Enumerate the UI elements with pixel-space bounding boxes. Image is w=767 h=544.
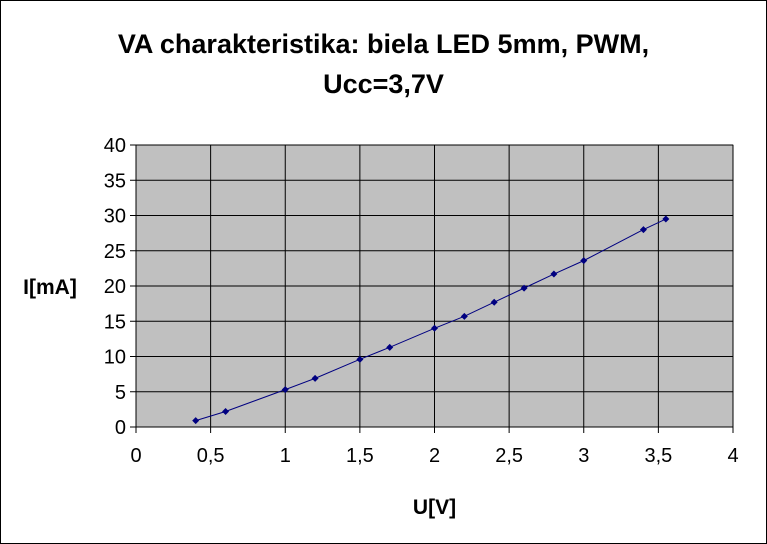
axes: [130, 144, 734, 433]
y-axis-label: I[mA]: [23, 276, 77, 299]
x-tick-labels: 0 0,5 1 1,5 2 2,5 3 3,5 4: [130, 445, 738, 467]
grid-lines: [136, 144, 734, 427]
x-tick-label: 1,5: [346, 445, 374, 467]
data-point: [281, 386, 289, 394]
x-tick-label: 4: [727, 445, 738, 467]
data-point: [520, 284, 528, 292]
data-point: [356, 355, 364, 363]
x-tick-label: 3,5: [644, 445, 672, 467]
y-tick-labels: 0 5 10 15 20 25 30 35 40: [104, 135, 126, 439]
data-point: [662, 215, 670, 223]
y-tick-label: 5: [115, 382, 126, 404]
y-tick-label: 15: [104, 311, 126, 333]
y-tick-label: 10: [104, 347, 126, 369]
y-tick-label: 25: [104, 241, 126, 263]
data-point: [431, 324, 438, 332]
y-tick-label: 30: [104, 206, 126, 228]
data-point: [192, 417, 200, 425]
x-tick-label: 2: [429, 445, 440, 467]
y-tick-label: 0: [115, 417, 126, 439]
y-tick-label: 20: [104, 276, 126, 298]
y-tick-label: 35: [104, 170, 126, 192]
y-tick-label: 40: [104, 135, 126, 157]
x-tick-label: 1: [280, 445, 291, 467]
data-point: [222, 407, 230, 415]
x-tick-label: 0: [130, 445, 141, 467]
x-tick-label: 2,5: [495, 445, 523, 467]
chart-title-line2: Ucc=3,7V: [323, 69, 444, 99]
x-tick-label: 3: [578, 445, 589, 467]
series-line: [195, 218, 667, 422]
data-point: [580, 257, 588, 265]
chart-title-line1: VA charakteristika: biela LED 5mm, PWM,: [117, 29, 650, 59]
data-point: [311, 374, 319, 382]
chart-title: VA charakteristika: biela LED 5mm, PWM, …: [0, 24, 767, 104]
data-series: [192, 215, 670, 425]
data-point: [490, 298, 498, 306]
data-point: [386, 343, 394, 351]
data-point: [550, 270, 558, 278]
data-point: [639, 226, 647, 234]
x-tick-label: 0,5: [197, 445, 225, 467]
data-point: [460, 312, 468, 320]
x-axis-label: U[V]: [413, 496, 456, 519]
